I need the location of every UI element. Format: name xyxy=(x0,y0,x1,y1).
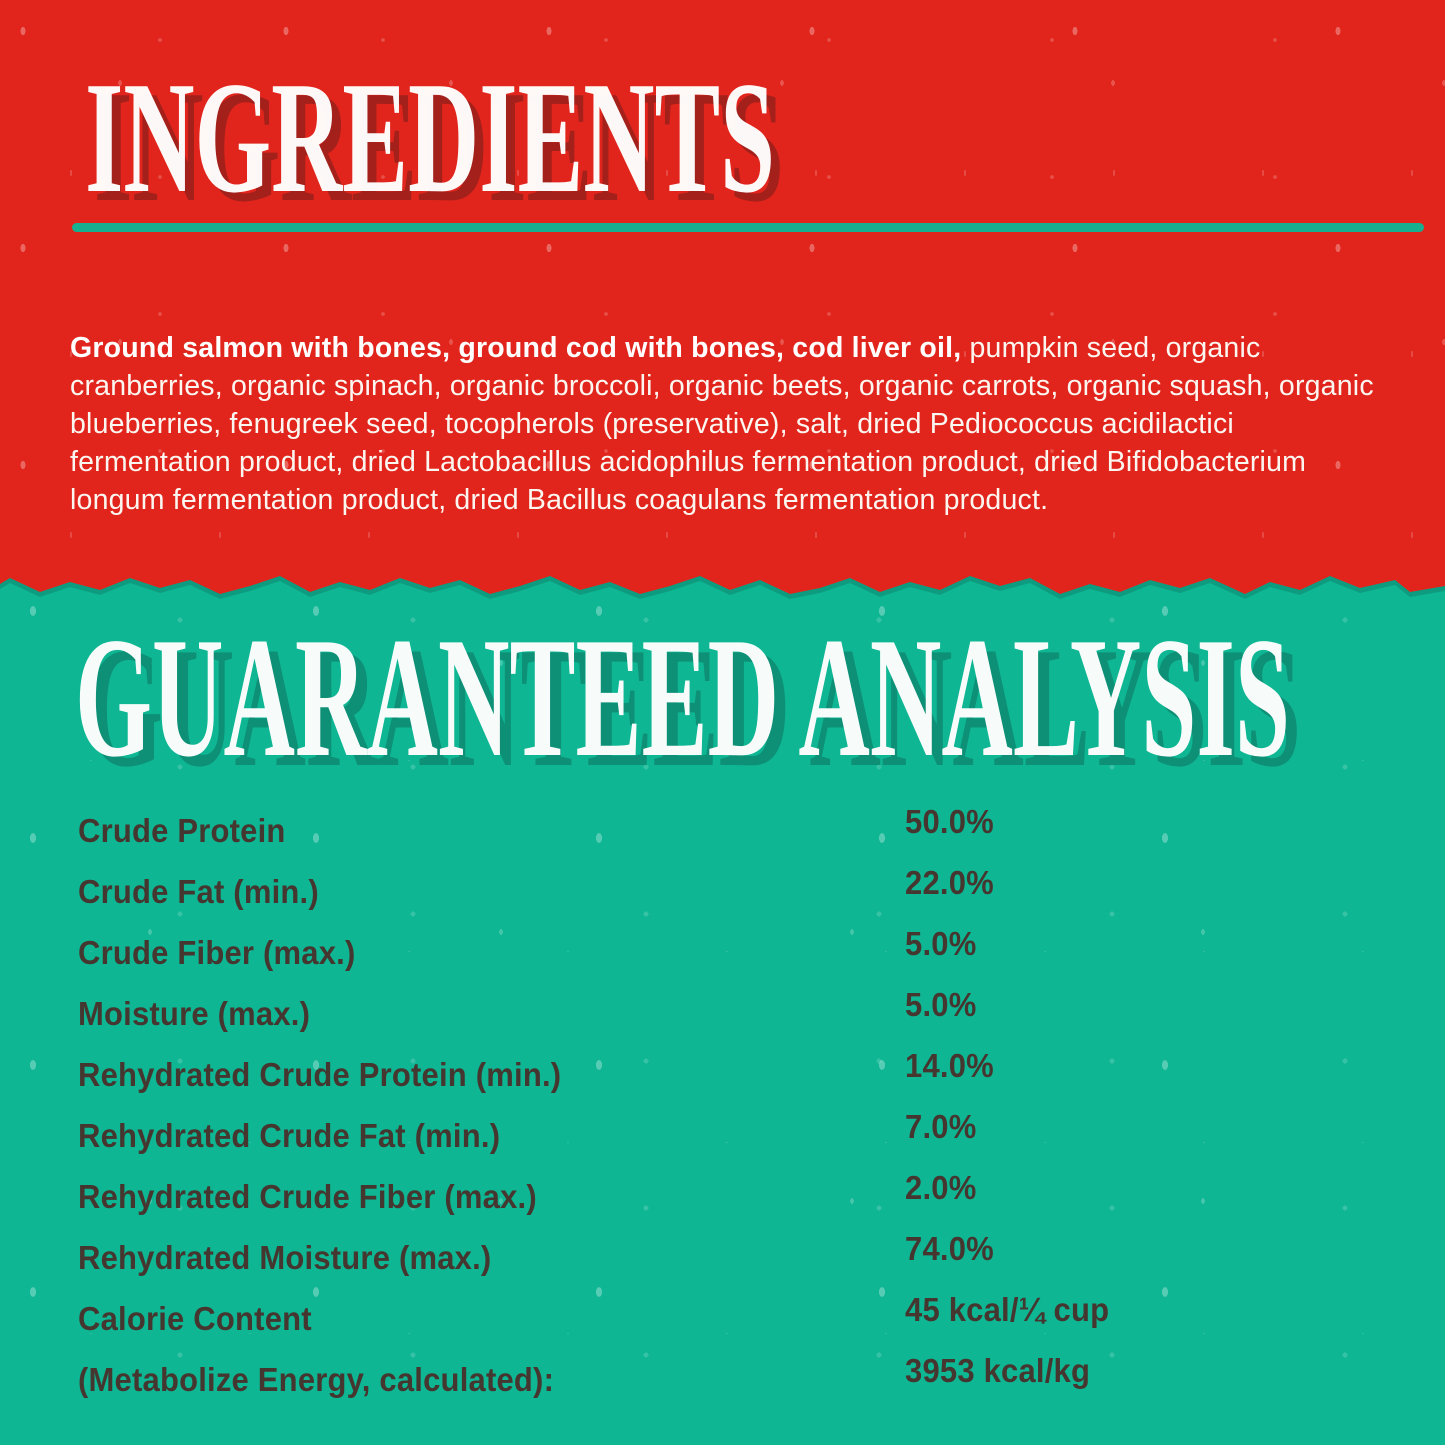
ingredients-rest: pumpkin seed, organic cranberries, organ… xyxy=(70,331,1374,516)
ingredients-bold-lead: Ground salmon with bones, ground cod wit… xyxy=(70,331,962,364)
ingredients-title-text: INGREDIENTS xyxy=(85,48,775,226)
torn-edge xyxy=(0,570,1445,594)
ingredients-title-shadow: INGREDIENTS xyxy=(94,57,784,235)
analysis-title-shadow: GUARANTEED ANALYSIS xyxy=(86,613,1301,803)
analysis-title: GUARANTEED ANALYSIS GUARANTEED ANALYSIS xyxy=(75,603,1301,803)
ingredients-paragraph: Ground salmon with bones, ground cod wit… xyxy=(70,329,1382,519)
analysis-panel xyxy=(0,570,1445,1445)
divider-line xyxy=(72,223,1424,232)
ingredients-panel xyxy=(0,0,1445,570)
ingredients-title: INGREDIENTS INGREDIENTS xyxy=(85,48,784,235)
analysis-title-text: GUARANTEED ANALYSIS xyxy=(75,603,1290,793)
